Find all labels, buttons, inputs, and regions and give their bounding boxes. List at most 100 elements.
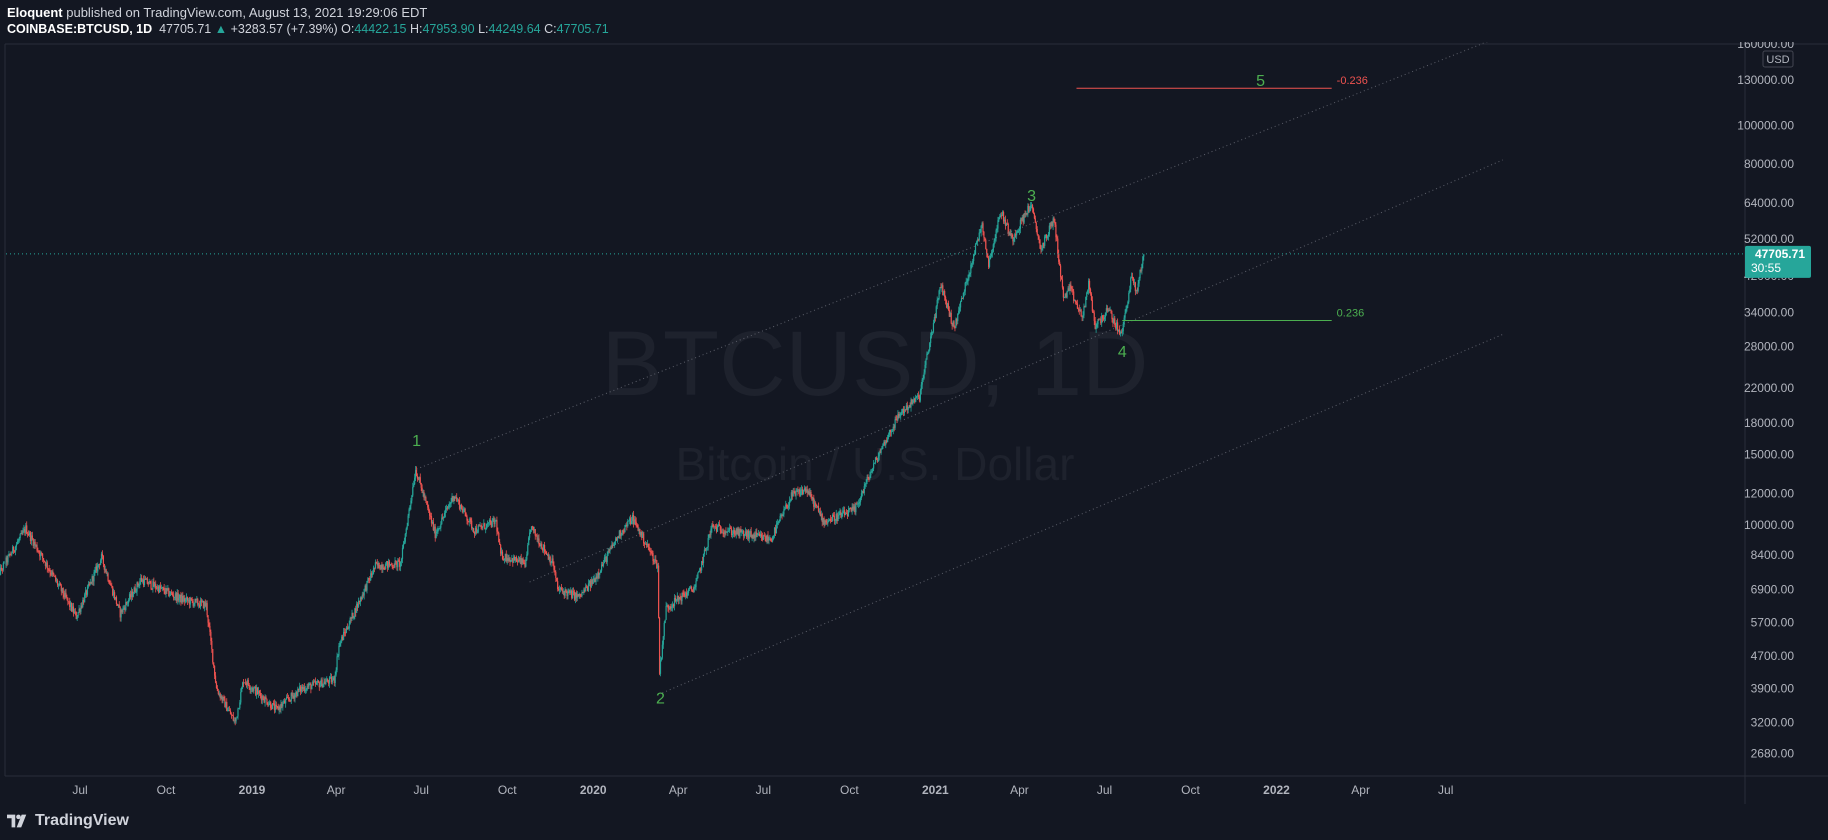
candle-body [615,538,618,541]
wave-label-3[interactable]: 3 [1027,188,1036,205]
candle-body [1025,213,1027,215]
candle-body [388,561,391,566]
channel-line-middle[interactable] [529,159,1503,583]
wave-label-2[interactable]: 2 [656,690,665,707]
price-axis[interactable]: 160000.00130000.00100000.0080000.0064000… [1737,37,1794,760]
candle-body [620,535,622,537]
candle-body [478,525,480,527]
candle-body [27,534,30,536]
candle-body [378,562,380,569]
candle-body [1119,332,1122,334]
candle-body [499,542,501,545]
candle-body [954,326,956,328]
candle-body [280,703,282,710]
candle-body [91,576,93,584]
candle-body [744,534,746,537]
candle-body [15,544,18,547]
candle-body [983,231,985,238]
candle-body [273,703,276,711]
candle-body [782,514,784,516]
candle-body [29,532,32,541]
candle-body [261,696,263,701]
candle-body [398,560,400,562]
candle-body [999,215,1001,219]
candle-body [262,696,264,700]
author-name[interactable]: Eloquent [7,5,63,20]
channel-line-upper[interactable] [416,35,1503,470]
candle-body [762,535,764,540]
candle-body [515,557,518,562]
fib-levels: -0.236 0.236 [1076,75,1368,322]
candle-body [845,513,848,515]
candle-body [109,583,111,585]
candle-body [1008,232,1010,234]
candle-body [266,699,268,705]
candle-body [139,581,141,586]
candle-body [930,336,932,344]
candle-body [964,282,966,292]
wave-label-1[interactable]: 1 [412,433,421,450]
wave-label-5[interactable]: 5 [1256,73,1265,90]
candle-body [1117,329,1120,331]
candle-body [771,540,773,542]
candle-body [6,557,8,563]
candle-body [835,513,837,520]
candle-body [511,558,513,561]
candle-body [910,399,912,408]
open-value: 44422.15 [354,22,407,36]
time-axis[interactable]: Jul Oct 2019 Apr Jul Oct 2020 Apr Jul Oct 2021 Apr J… [72,783,1453,797]
candle-body [125,602,127,611]
candle-body [131,591,133,597]
candle-body [935,306,937,318]
candle-body [715,526,718,532]
candle-body [358,600,361,603]
candle-body [498,532,500,543]
candle-body [938,290,940,300]
candle-body [345,627,348,633]
currency-badge[interactable]: USD [1762,50,1794,68]
time-tick-label: Apr [1010,783,1029,797]
candle-body [522,558,524,563]
candle-body [793,491,795,493]
candle-body [383,567,385,570]
candle-body [416,476,419,479]
candle-body [748,532,750,539]
candle-body [769,538,771,541]
candle-body [1129,289,1131,293]
symbol-label[interactable]: COINBASE:BTCUSD, 1D [7,22,153,36]
candle-body [169,594,171,596]
candle-body [529,532,531,538]
candle-body [911,399,913,404]
tradingview-logo[interactable]: TradingView [7,812,129,830]
candle-body [379,568,381,570]
candle-body [559,587,562,590]
candle-body [13,546,15,552]
wave-label-4[interactable]: 4 [1118,344,1127,361]
candle-body [330,676,333,683]
channel-line-lower[interactable] [662,333,1503,694]
candle-body [421,487,423,493]
candle-body [612,544,614,546]
candle-body [10,554,12,556]
candle-body [17,540,19,542]
candle-body [711,524,713,529]
candle-body [1111,313,1113,320]
candle-body [1032,208,1035,214]
candle-body [221,696,223,701]
candle-body [324,681,326,685]
candle-body [445,507,448,510]
candle-body [828,519,830,522]
candle-body [253,687,255,691]
candle-body [610,548,612,550]
candle-body [729,527,731,531]
candle-body [605,556,607,562]
candle-body [23,529,25,531]
candle-body [426,500,428,505]
candle-body [1116,322,1118,329]
candle-body [340,641,342,643]
candle-body [676,595,678,600]
candle-body [909,405,911,408]
candle-body [145,578,147,580]
candle-body [591,579,593,584]
